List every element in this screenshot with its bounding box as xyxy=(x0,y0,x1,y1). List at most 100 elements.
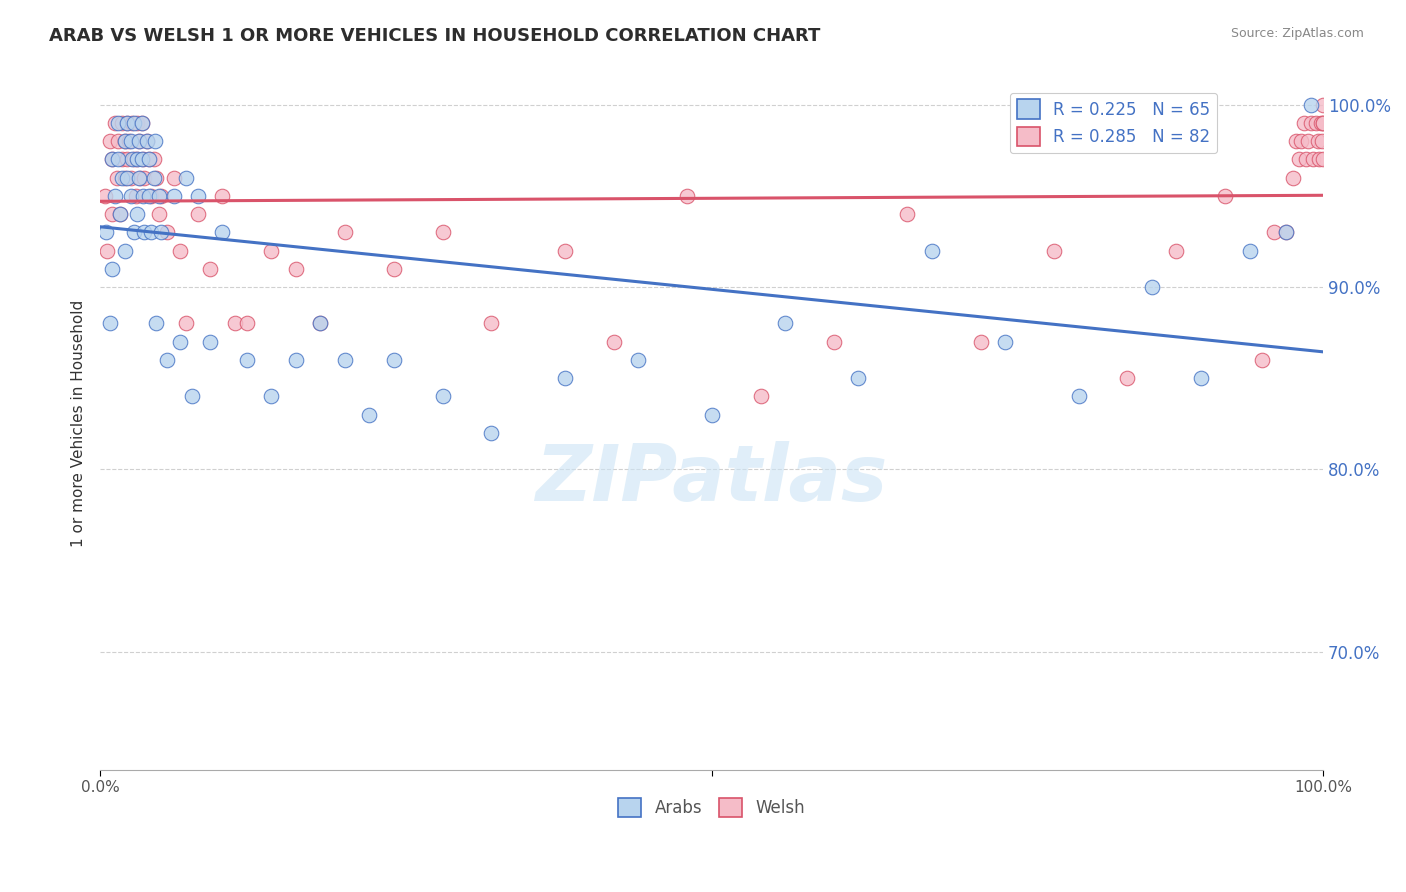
Point xyxy=(131,153,153,167)
Point xyxy=(135,134,157,148)
Point xyxy=(1308,153,1330,167)
Point xyxy=(1312,153,1334,167)
Point xyxy=(132,189,155,203)
Point xyxy=(98,134,121,148)
Point xyxy=(114,134,136,148)
Legend: Arabs, Welsh: Arabs, Welsh xyxy=(612,791,811,824)
Point xyxy=(128,134,150,148)
Point xyxy=(169,334,191,349)
Point xyxy=(1166,244,1188,258)
Point xyxy=(105,170,128,185)
Point xyxy=(94,189,117,203)
Point xyxy=(284,261,307,276)
Point xyxy=(554,244,576,258)
Point xyxy=(114,170,136,185)
Point xyxy=(823,334,845,349)
Point xyxy=(236,353,259,368)
Point xyxy=(148,189,170,203)
Point xyxy=(124,189,146,203)
Point xyxy=(111,153,134,167)
Point xyxy=(1295,153,1317,167)
Point xyxy=(134,170,156,185)
Point xyxy=(359,408,381,422)
Y-axis label: 1 or more Vehicles in Household: 1 or more Vehicles in Household xyxy=(72,300,86,548)
Point xyxy=(1312,97,1334,112)
Point xyxy=(1189,371,1212,385)
Point xyxy=(211,189,233,203)
Point xyxy=(1312,116,1334,130)
Point xyxy=(1298,134,1320,148)
Point xyxy=(150,189,173,203)
Point xyxy=(554,371,576,385)
Point xyxy=(131,116,153,130)
Point xyxy=(120,134,142,148)
Point xyxy=(145,317,167,331)
Point xyxy=(481,317,503,331)
Point xyxy=(603,334,626,349)
Point xyxy=(1239,244,1261,258)
Point xyxy=(107,153,129,167)
Point xyxy=(143,134,166,148)
Point xyxy=(1263,225,1285,239)
Point xyxy=(135,134,157,148)
Point xyxy=(141,225,163,239)
Point xyxy=(142,170,165,185)
Point xyxy=(749,389,772,403)
Point xyxy=(125,153,148,167)
Point xyxy=(224,317,246,331)
Point xyxy=(309,317,332,331)
Point xyxy=(162,170,184,185)
Point xyxy=(111,116,134,130)
Point xyxy=(1302,153,1324,167)
Point xyxy=(148,207,170,221)
Point xyxy=(98,317,121,331)
Point xyxy=(1281,170,1303,185)
Point xyxy=(96,244,118,258)
Point xyxy=(309,317,332,331)
Point xyxy=(382,353,405,368)
Point xyxy=(432,225,454,239)
Point xyxy=(260,244,283,258)
Point xyxy=(101,153,124,167)
Point xyxy=(125,153,148,167)
Point xyxy=(187,189,209,203)
Point xyxy=(1305,116,1327,130)
Point xyxy=(115,116,138,130)
Point xyxy=(333,225,356,239)
Point xyxy=(432,389,454,403)
Point xyxy=(1309,116,1331,130)
Point xyxy=(129,170,152,185)
Point xyxy=(1292,116,1315,130)
Point xyxy=(118,134,141,148)
Point xyxy=(145,170,167,185)
Point xyxy=(773,317,796,331)
Point xyxy=(115,116,138,130)
Point xyxy=(180,389,202,403)
Point xyxy=(101,153,124,167)
Point xyxy=(1308,134,1330,148)
Point xyxy=(174,317,197,331)
Point xyxy=(169,244,191,258)
Point xyxy=(138,153,160,167)
Point xyxy=(156,353,179,368)
Point xyxy=(1285,134,1308,148)
Point xyxy=(284,353,307,368)
Point xyxy=(1213,189,1236,203)
Point xyxy=(260,389,283,403)
Point xyxy=(1251,353,1274,368)
Point xyxy=(108,207,131,221)
Point xyxy=(104,116,127,130)
Point xyxy=(107,116,129,130)
Point xyxy=(1275,225,1298,239)
Point xyxy=(1043,244,1066,258)
Point xyxy=(333,353,356,368)
Point xyxy=(382,261,405,276)
Point xyxy=(107,134,129,148)
Point xyxy=(125,207,148,221)
Point xyxy=(1140,280,1163,294)
Point xyxy=(138,153,160,167)
Point xyxy=(156,225,179,239)
Point xyxy=(174,170,197,185)
Point xyxy=(1289,134,1312,148)
Point xyxy=(848,371,870,385)
